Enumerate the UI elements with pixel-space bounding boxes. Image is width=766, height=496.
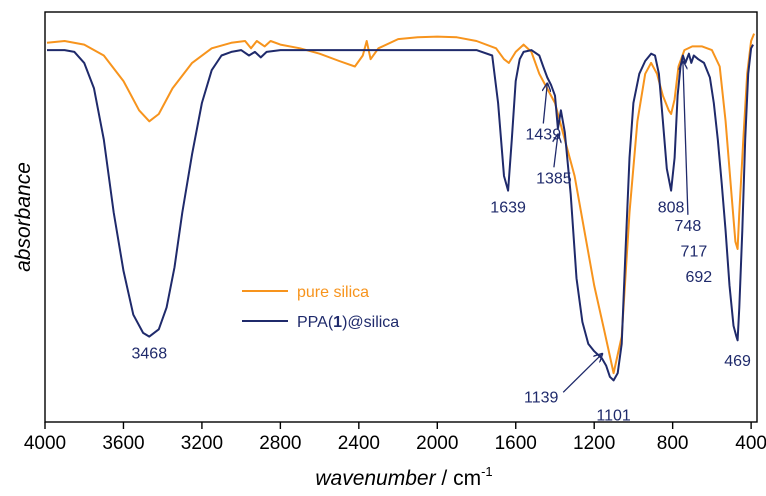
x-tick-label-2800: 2800 [259,433,301,454]
y-axis-title: absorbance [12,162,35,272]
peak-arrow-1385 [554,135,558,168]
peak-label-1101: 1101 [596,408,631,425]
peak-label-717: 717 [681,243,708,260]
peak-label-1385: 1385 [536,170,572,187]
x-tick-label-1200: 1200 [573,433,615,454]
x-axis-title-quantity: wavenumber [315,467,436,490]
legend-label-ppa-silica: PPA(1)@silica [297,314,399,331]
x-tick-label-3200: 3200 [181,433,223,454]
peak-label-1439: 1439 [526,127,562,144]
peak-arrow-1139 [562,354,602,393]
plot-frame [44,11,758,423]
series-line-ppa-silica [47,44,754,382]
x-axis-title-unit-exponent: -1 [481,464,493,479]
x-tick-label-400: 400 [735,433,766,454]
x-axis-title-unit: cm [453,467,481,490]
peak-label-1639: 1639 [490,200,526,217]
peak-label-808: 808 [658,200,685,217]
peak-arrow-1439 [543,84,547,124]
x-tick-label-1600: 1600 [495,433,537,454]
x-tick-label-4000: 4000 [24,433,66,454]
series-line-pure-silica [46,33,756,375]
peak-label-3468: 3468 [132,346,168,363]
peak-label-1139: 1139 [524,389,559,406]
x-axis-tick-labels: 4000 3600 3200 2800 2400 2000 1600 1200 800 400 [24,433,766,454]
x-tick-label-3600: 3600 [102,433,144,454]
x-axis-title: wavenumber / cm-1 [315,464,492,490]
peak-label-692: 692 [685,269,712,286]
peak-label-469: 469 [724,353,751,370]
legend-label-pure-silica: pure silica [297,284,369,301]
x-axis-ticks [44,422,752,429]
peak-arrow-748 [683,62,689,215]
peak-label-748: 748 [675,218,702,235]
x-tick-label-2000: 2000 [416,433,458,454]
legend: pure silica PPA(1)@silica [242,284,399,331]
x-tick-label-2400: 2400 [338,433,380,454]
x-tick-label-800: 800 [657,433,689,454]
